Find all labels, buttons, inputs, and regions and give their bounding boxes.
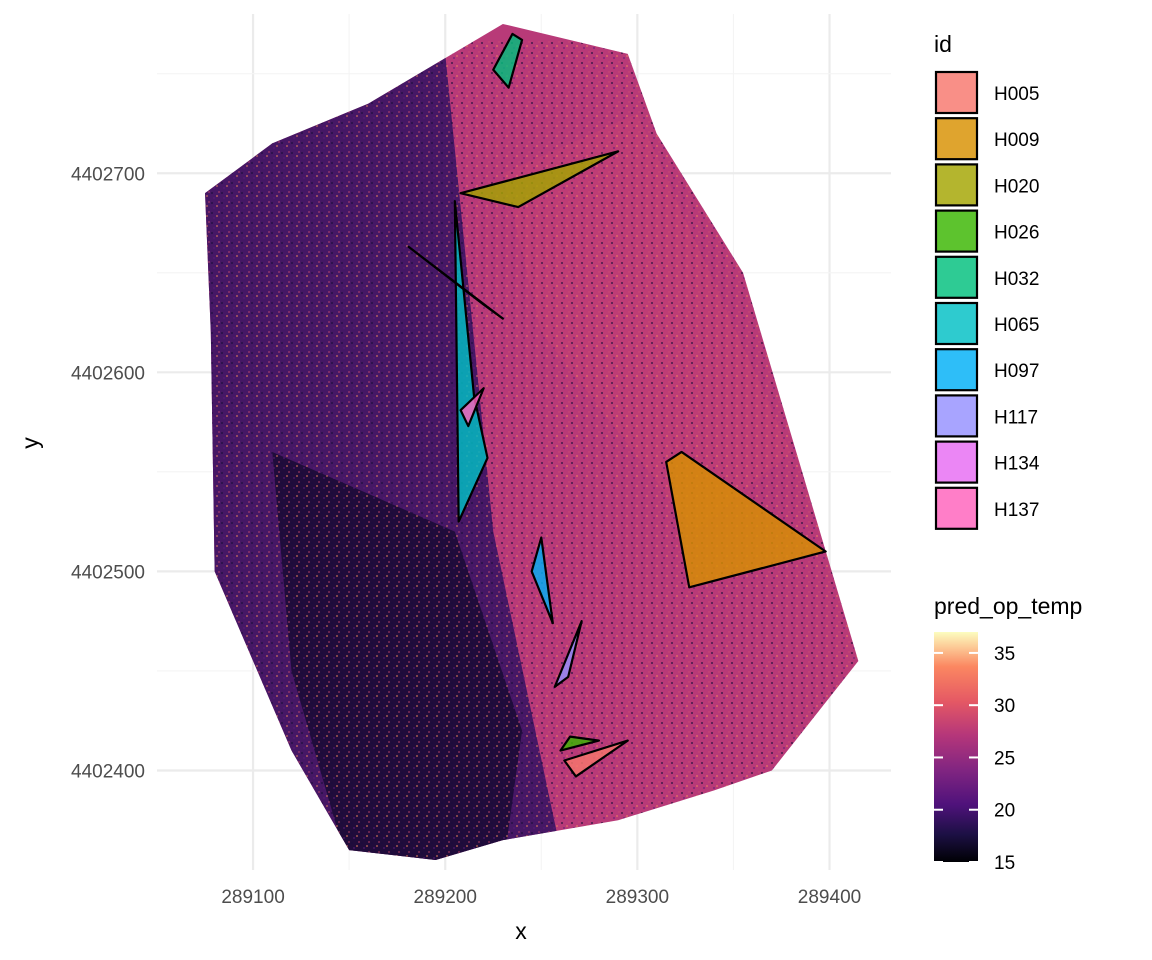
legend-label-h137: H137 bbox=[994, 500, 1039, 521]
y-tick-label: 4402700 bbox=[71, 164, 145, 185]
legend-label-h134: H134 bbox=[994, 454, 1040, 475]
raster-texture bbox=[205, 40, 859, 860]
polygon-h005 bbox=[563, 739, 629, 778]
legend-label-h026: H026 bbox=[994, 223, 1039, 244]
polygon-h032 bbox=[492, 32, 524, 89]
id-legend-title: id bbox=[934, 31, 952, 57]
legend-label-h032: H032 bbox=[994, 269, 1039, 290]
x-tick-label: 289400 bbox=[798, 887, 861, 908]
y-tick-label: 4402500 bbox=[71, 562, 145, 583]
polygon-h134 bbox=[407, 245, 504, 320]
polygon-h020 bbox=[459, 150, 620, 209]
x-tick-label: 289200 bbox=[414, 887, 477, 908]
polygon-h097 bbox=[530, 536, 554, 625]
legend-swatch-h032 bbox=[934, 255, 979, 299]
legend-label-h005: H005 bbox=[994, 84, 1039, 105]
x-tick-label: 289300 bbox=[606, 887, 669, 908]
y-tick-label: 4402400 bbox=[71, 761, 145, 782]
legend-swatch-h097 bbox=[934, 348, 979, 392]
polygon-h026 bbox=[559, 735, 601, 752]
legend-swatch-h065 bbox=[934, 301, 979, 346]
id-legend: id H005 H009 H020 H026 H032 H065 H097 H117 H134 H… bbox=[934, 31, 1040, 530]
legend-label-h097: H097 bbox=[994, 361, 1039, 382]
colorbar-tick-label: 20 bbox=[994, 801, 1015, 822]
polygon-h137 bbox=[459, 387, 485, 428]
temperature-raster bbox=[205, 23, 859, 861]
colorbar-tick-label: 15 bbox=[994, 853, 1015, 874]
legend-swatch-h020 bbox=[934, 163, 979, 207]
legend-swatch-h117 bbox=[934, 394, 979, 438]
polygon-h009 bbox=[665, 450, 827, 589]
legend-label-h020: H020 bbox=[994, 176, 1039, 197]
y-axis-title: y bbox=[17, 437, 43, 449]
colorbar-title: pred_op_temp bbox=[934, 593, 1082, 619]
habitat-polygons bbox=[407, 32, 827, 778]
legend-swatch-h026 bbox=[934, 209, 979, 253]
x-axis-title: x bbox=[515, 918, 527, 944]
polygon-h117 bbox=[553, 620, 583, 688]
legend-swatch-h137 bbox=[934, 486, 979, 530]
y-tick-label: 4402600 bbox=[71, 363, 145, 384]
colorbar-tick-label: 35 bbox=[994, 644, 1015, 665]
colorbar-gradient bbox=[934, 632, 978, 862]
legend-swatch-h134 bbox=[934, 440, 979, 484]
legend-label-h009: H009 bbox=[994, 130, 1039, 151]
colorbar-tick-label: 25 bbox=[994, 748, 1015, 769]
legend-label-h065: H065 bbox=[994, 315, 1039, 336]
temperature-colorbar-legend: pred_op_temp 15 20 25 30 35 bbox=[934, 593, 1082, 874]
legend-swatch-h009 bbox=[934, 117, 979, 161]
axes: 289100 289200 289300 289400 4402400 4402500 44… bbox=[71, 164, 861, 908]
legend-swatch-h005 bbox=[934, 70, 979, 115]
legend-label-h117: H117 bbox=[994, 407, 1038, 428]
polygon-h065 bbox=[453, 200, 489, 523]
x-tick-label: 289100 bbox=[221, 887, 284, 908]
colorbar-tick-label: 30 bbox=[994, 696, 1015, 717]
